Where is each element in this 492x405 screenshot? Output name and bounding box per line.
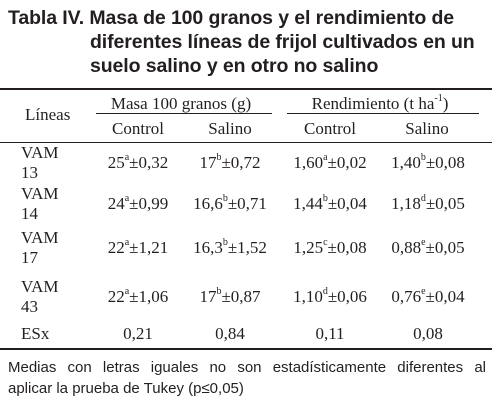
header-rend-prefix: Rendimiento (t ha bbox=[311, 94, 435, 113]
title-line-2: diferentes líneas de frijol cultivados e… bbox=[90, 31, 475, 53]
row-4-name-2: 43 bbox=[21, 297, 38, 316]
row-3-masa-control: 22a±1,21 bbox=[107, 237, 169, 257]
row-2-name-2: 14 bbox=[21, 204, 38, 223]
row-3-masa-salino: 16,3b±1,52 bbox=[193, 237, 267, 257]
row-2-masa-control: 24a±0,99 bbox=[107, 193, 169, 213]
header-lineas: Líneas bbox=[25, 105, 71, 124]
header-masa-salino: Salino bbox=[208, 119, 252, 138]
row-2-name-1: VAM bbox=[21, 184, 59, 203]
row-1-masa-salino: 17b±0,72 bbox=[199, 152, 261, 172]
row-1-name-1: VAM bbox=[21, 143, 59, 162]
header-rend-salino: Salino bbox=[405, 119, 449, 138]
esx-label: ESx bbox=[21, 324, 50, 343]
table-title: Tabla IV. Masa de 100 granos y el rendim… bbox=[8, 6, 488, 78]
masa-underline bbox=[96, 113, 272, 114]
footnote: Medias con letras iguales no son estadís… bbox=[8, 357, 486, 399]
row-2-masa-salino: 16,6b±0,71 bbox=[193, 193, 267, 213]
header-rend-control: Control bbox=[304, 119, 356, 138]
esx-masa-salino: 0,84 bbox=[215, 324, 245, 343]
header-rule bbox=[0, 142, 492, 143]
esx-masa-control: 0,21 bbox=[123, 324, 153, 343]
header-masa-control: Control bbox=[112, 119, 164, 138]
top-rule bbox=[0, 88, 492, 90]
footnote-line-2: aplicar la prueba de Tukey (p≤0,05) bbox=[8, 380, 244, 397]
row-4-rend-control: 1,10d±0,06 bbox=[293, 286, 367, 306]
row-1-masa-control: 25a±0,32 bbox=[107, 152, 169, 172]
row-4-masa-salino: 17b±0,87 bbox=[199, 286, 261, 306]
row-4-masa-control: 22a±1,06 bbox=[107, 286, 169, 306]
header-rendimiento: Rendimiento (t ha-1) bbox=[280, 94, 480, 114]
header-rend-sup: -1 bbox=[434, 93, 443, 105]
row-1-name-2: 13 bbox=[21, 163, 38, 182]
row-3-rend-control: 1,25c±0,08 bbox=[293, 237, 367, 257]
title-line-1: Tabla IV. Masa de 100 granos y el rendim… bbox=[8, 7, 455, 29]
row-3-name-1: VAM bbox=[21, 228, 59, 247]
esx-rend-salino: 0,08 bbox=[413, 324, 443, 343]
row-2-rend-control: 1,44b±0,04 bbox=[293, 193, 367, 213]
header-masa: Masa 100 granos (g) bbox=[110, 94, 252, 113]
row-4-name-1: VAM bbox=[21, 277, 59, 296]
header-rend-suffix: ) bbox=[442, 94, 449, 113]
row-2-rend-salino: 1,18d±0,05 bbox=[391, 193, 465, 213]
esx-rend-control: 0,11 bbox=[315, 324, 345, 343]
row-3-rend-salino: 0,88e±0,05 bbox=[391, 237, 465, 257]
row-4-rend-salino: 0,76e±0,04 bbox=[391, 286, 465, 306]
rend-underline bbox=[287, 113, 479, 114]
row-1-rend-salino: 1,40b±0,08 bbox=[391, 152, 465, 172]
title-line-3: suelo salino y en otro no salino bbox=[90, 55, 379, 77]
row-1-rend-control: 1,60a±0,02 bbox=[293, 152, 367, 172]
footnote-line-1: Medias con letras iguales no son estadís… bbox=[8, 359, 486, 376]
bottom-rule bbox=[0, 348, 492, 350]
row-3-name-2: 17 bbox=[21, 248, 38, 267]
